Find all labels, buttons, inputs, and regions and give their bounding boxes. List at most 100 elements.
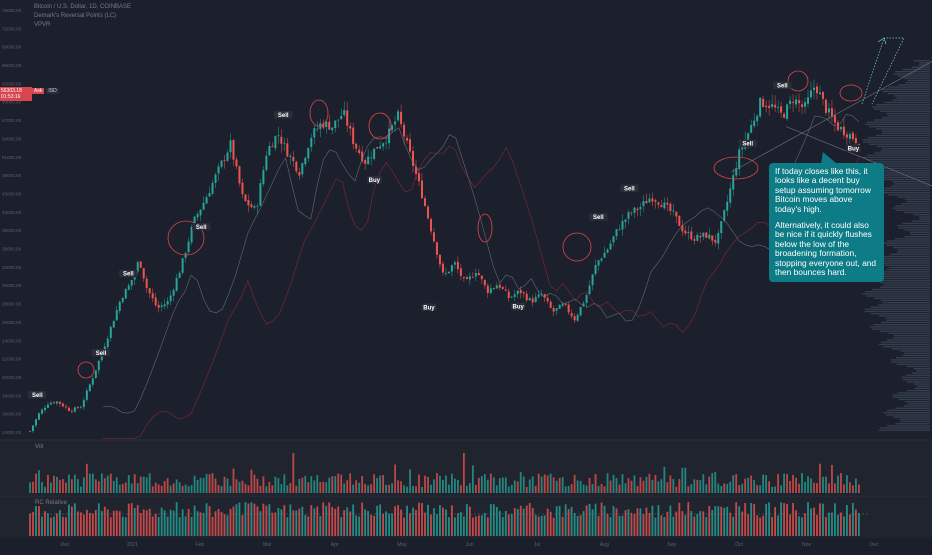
volume-bar [558,477,561,493]
volume-bar [690,484,693,493]
volume-bar [606,473,609,493]
relvol-bar [340,517,343,536]
order-tags: Ask ISD [32,88,59,94]
ask-tag[interactable]: Ask [32,88,45,94]
relvol-bar [394,506,396,536]
volume-bar [247,485,250,493]
vpvr-bar [876,145,930,148]
relvol-bar [433,508,435,536]
relvol-bar [729,512,732,536]
candle-body [403,124,406,137]
vpvr-bar [874,152,930,154]
vpvr-bar [873,108,930,110]
x-tick-label: Jul [534,542,540,548]
vpvr-bar [905,365,930,368]
vpvr-bar [888,86,930,88]
relvol-bar [274,512,277,536]
candle-body [142,268,145,279]
candle-body [792,101,795,103]
volume-bar [681,467,684,493]
volume-bar [130,483,133,493]
volume-bar [62,479,64,493]
vpvr-profile [862,60,930,431]
volume-bar [828,483,830,493]
volume-bar [307,482,310,493]
candle-body [630,212,633,214]
candle-body [774,104,777,108]
volume-bar [735,474,738,493]
relvol-bar [471,517,474,536]
volume-bar [112,480,115,493]
vpvr-bar [881,132,930,134]
relvol-bar [68,504,70,536]
relvol-bar [349,511,352,536]
relvol-bar [804,513,806,536]
candle-body [169,295,172,302]
relvol-bar [35,505,37,536]
candle-body [286,143,289,157]
volume-bar [714,471,717,493]
vpvr-bar [897,75,930,77]
volume-bar [145,477,148,493]
volume-bar [615,478,618,493]
candle-body [331,127,334,131]
candle-body [29,430,31,432]
volume-bar [501,477,504,493]
volume-bar [286,485,289,493]
relvol-bar [175,502,178,536]
volume-bar [352,484,355,493]
relvol-bar [738,506,741,536]
vpvr-bar [875,176,930,178]
x-tick-label: Apr [331,542,339,548]
candle-body [262,169,265,185]
relvol-bar [409,513,411,536]
volume-bar [79,486,82,493]
relvol-bar [56,513,58,536]
candle-body [489,288,492,293]
relvol-bar [373,515,376,536]
vpvr-bar [891,348,930,350]
vpvr-bar [878,429,930,431]
candle-body [229,140,232,153]
relvol-bar [756,515,759,536]
vpvr-bar [882,90,930,93]
relvol-bar [322,502,325,536]
spread-tag[interactable]: ISD [46,88,59,94]
candle-body [615,229,618,237]
candle-body [238,166,241,184]
vpvr-bar [878,304,930,306]
candle-body [762,98,765,107]
candle-body [31,425,34,432]
volume-bar [406,486,408,493]
volume-bar [747,477,750,493]
volume-bar [97,481,100,493]
signal-badge [119,269,138,278]
vpvr-bar [869,174,930,176]
volume-bar [642,480,645,493]
candle-body [693,239,696,241]
volume-bar [355,480,358,493]
candle-body [46,404,49,408]
y-tick-label: 48000.00 [2,173,22,178]
annotation-callout[interactable]: If today closes like this, it looks like… [769,163,884,283]
volume-bar [298,478,301,493]
volume-bar [759,485,762,493]
signal-badge [274,111,293,119]
relvol-bar [591,509,594,536]
relvol-bar [807,502,809,536]
volume-bar [59,479,61,493]
chart-legend: Bitcoin / U.S. Dollar, 1D, COINBASE Dema… [34,3,131,30]
relvol-bar [247,503,250,536]
volume-bar [525,486,528,493]
vpvr-bar [906,381,930,383]
volume-bar [301,477,304,493]
relvol-bar [696,513,699,536]
candle-body [669,203,672,212]
vpvr-bar [884,178,930,181]
candle-body [346,110,349,126]
indicator-name: Demark's Reversal Points (LC) [34,13,117,19]
relvol-bar [208,506,211,536]
candle-body [813,87,816,91]
volume-bar [322,481,325,493]
signal-badge [421,303,437,311]
